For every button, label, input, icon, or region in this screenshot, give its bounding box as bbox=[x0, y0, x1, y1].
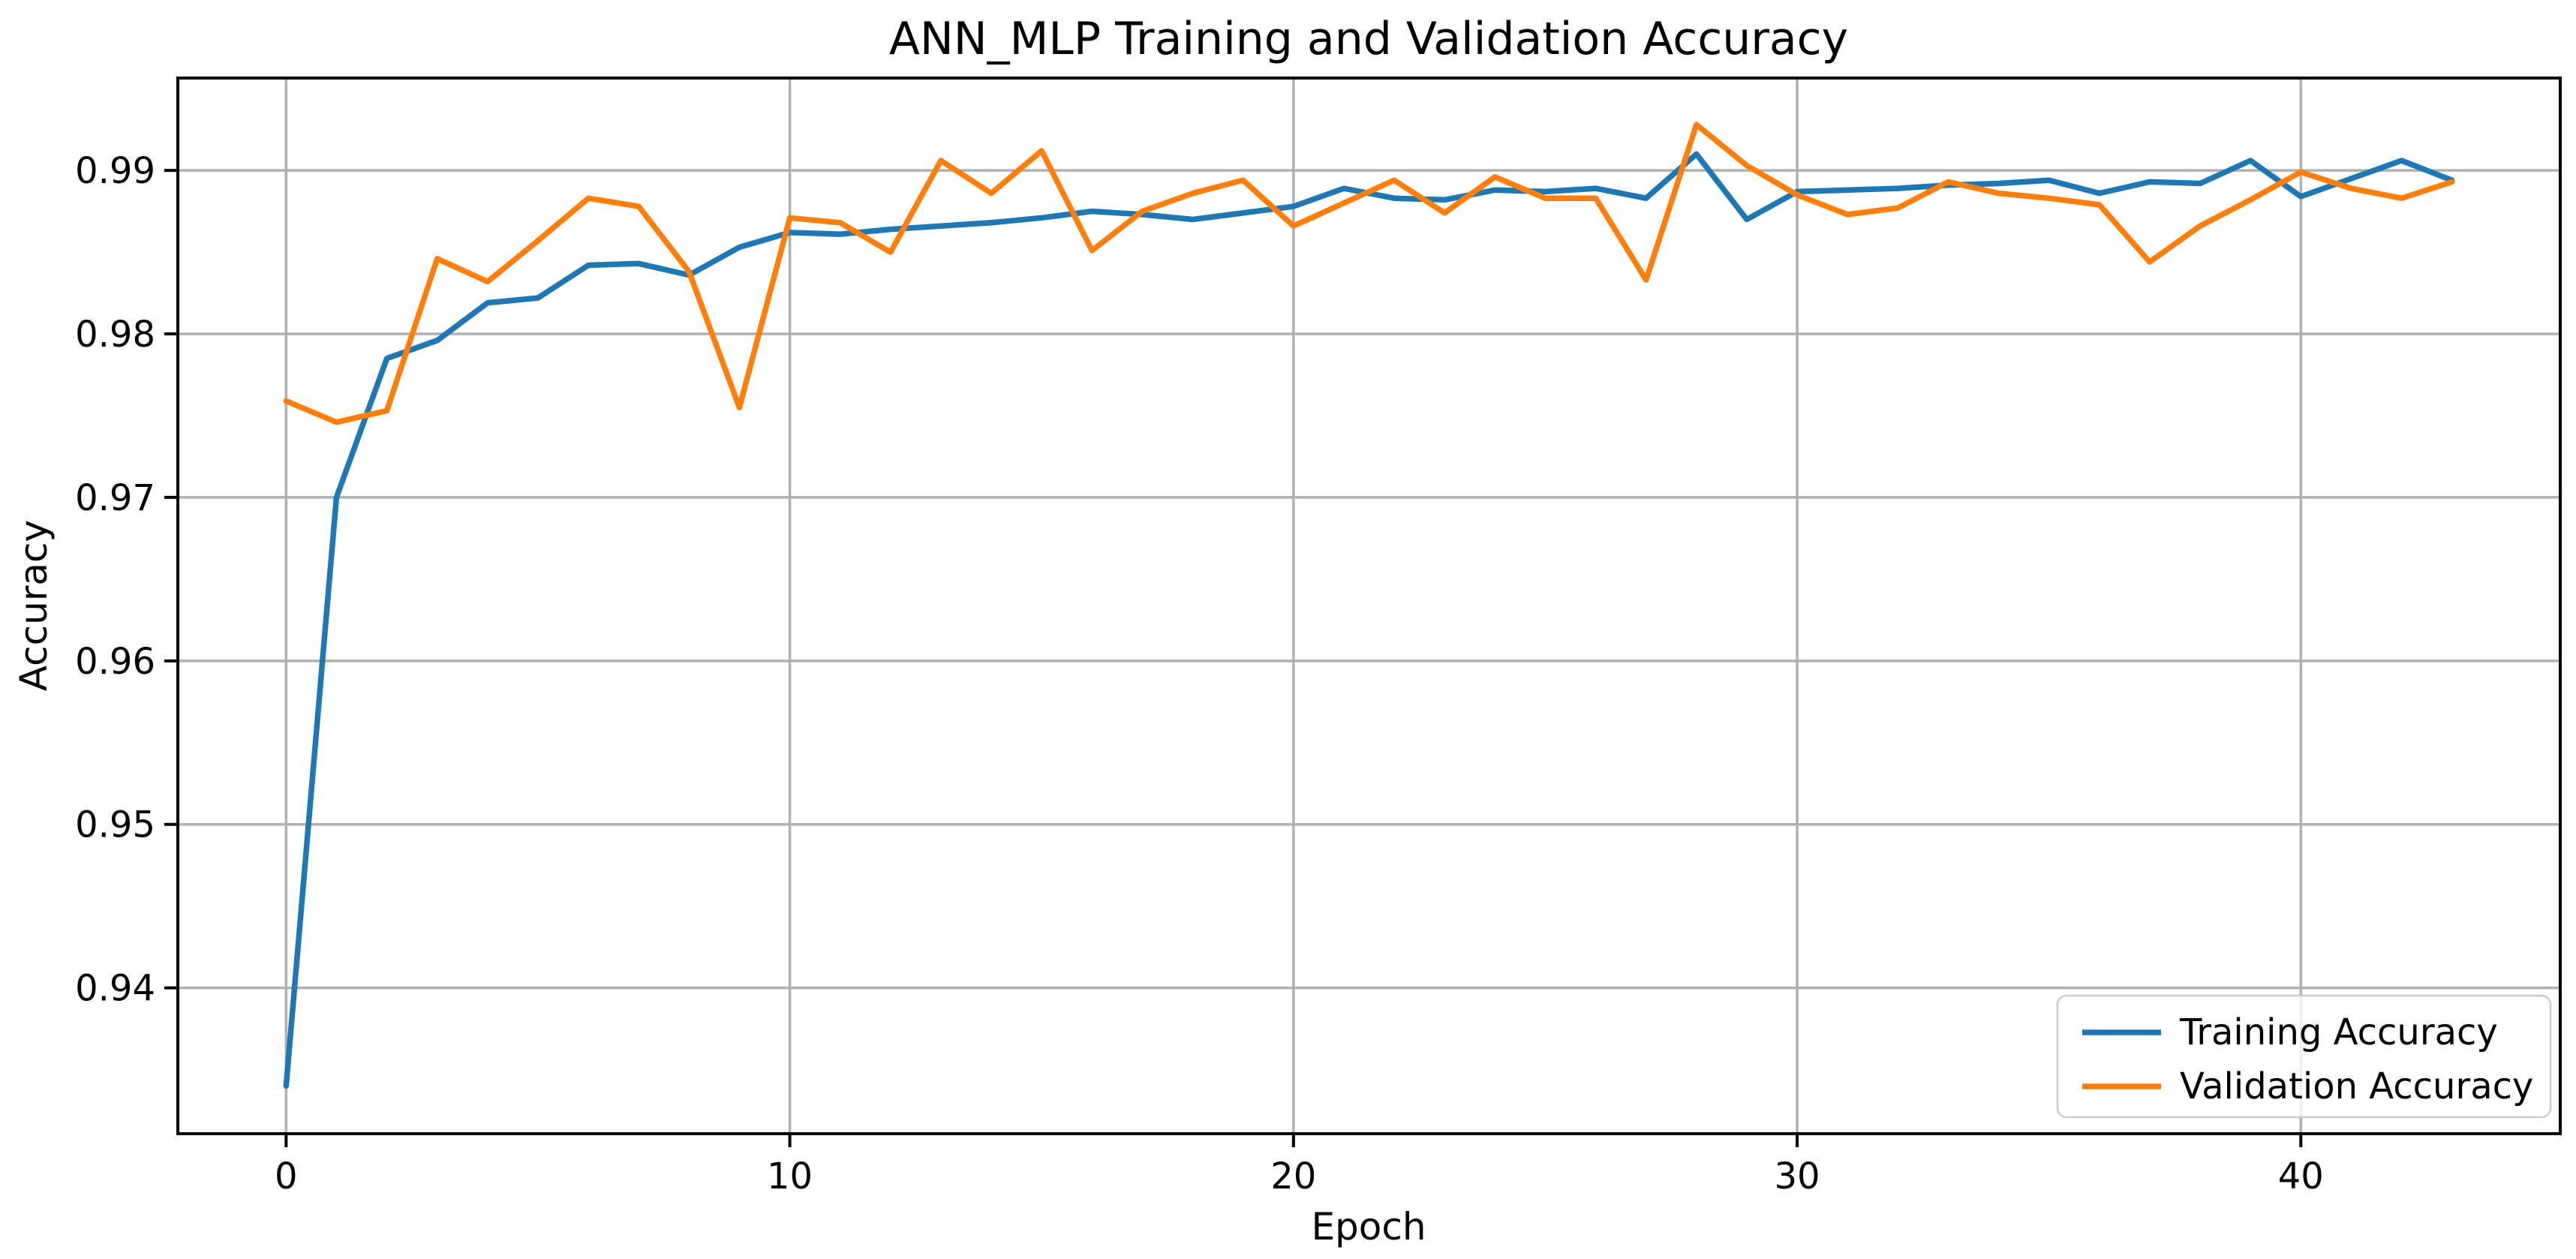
x-tick-label-10: 10 bbox=[767, 1155, 813, 1197]
training-accuracy-line bbox=[283, 151, 2455, 1089]
series-layer bbox=[283, 122, 2455, 1089]
y-tick-label-0.97: 0.97 bbox=[75, 477, 155, 519]
legend: Training Accuracy Validation Accuracy bbox=[2056, 994, 2552, 1119]
y-axis-label: Accuracy bbox=[12, 520, 56, 691]
x-tick-label-20: 20 bbox=[1270, 1155, 1316, 1197]
grid-layer bbox=[178, 78, 2560, 1134]
chart-title: ANN_MLP Training and Validation Accuracy bbox=[889, 13, 1848, 65]
y-tick-label-0.98: 0.98 bbox=[75, 314, 155, 356]
y-tick-label-0.96: 0.96 bbox=[75, 641, 155, 683]
x-tick-label-40: 40 bbox=[2278, 1155, 2324, 1197]
tick-layer: 0 10 20 30 40 0.94 0.95 0.96 0.97 0.98 0.99 bbox=[75, 150, 2324, 1197]
x-axis-label: Epoch bbox=[1311, 1205, 1426, 1248]
x-tick-label-0: 0 bbox=[275, 1155, 298, 1197]
validation-accuracy-line bbox=[283, 122, 2455, 425]
plot-frame bbox=[176, 77, 2562, 1135]
legend-label-validation: Validation Accuracy bbox=[2180, 1065, 2533, 1107]
y-tick-label-0.94: 0.94 bbox=[75, 968, 155, 1010]
legend-box bbox=[2056, 994, 2552, 1119]
y-tick-label-0.95: 0.95 bbox=[75, 804, 155, 846]
legend-label-training: Training Accuracy bbox=[2179, 1011, 2498, 1053]
x-tick-label-30: 30 bbox=[1775, 1155, 1820, 1197]
y-tick-label-0.99: 0.99 bbox=[75, 150, 155, 192]
